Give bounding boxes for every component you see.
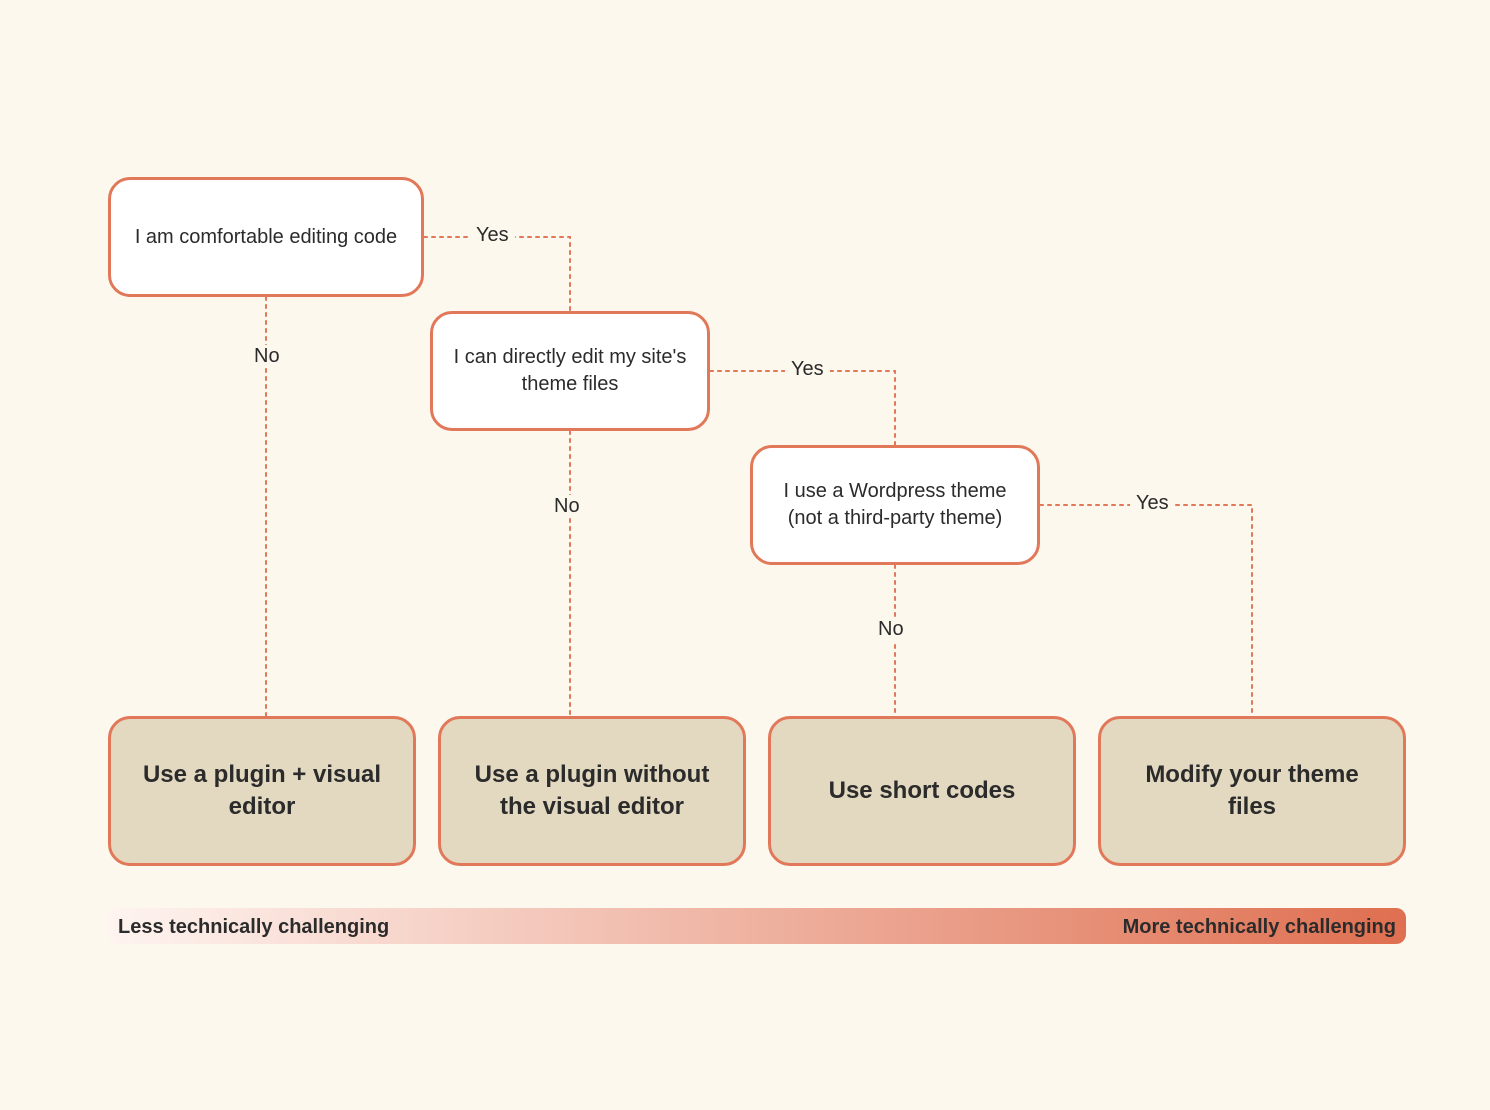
outcome-text: Use a plugin without the visual editor (459, 759, 725, 824)
outcome-node-plugin-visual: Use a plugin + visual editor (108, 716, 416, 866)
connector-line (710, 371, 895, 445)
question-node-comfortable-code: I am comfortable editing code (108, 177, 424, 297)
edge-label-yes: Yes (1130, 492, 1175, 515)
outcome-node-modify-theme: Modify your theme files (1098, 716, 1406, 866)
edge-label-yes: Yes (470, 224, 515, 247)
gradient-label-left: Less technically challenging (118, 916, 389, 939)
gradient-label-right: More technically challenging (1123, 916, 1396, 939)
outcome-text: Use short codes (829, 775, 1016, 807)
outcome-text: Modify your theme files (1119, 759, 1385, 824)
edge-label-no: No (248, 345, 286, 368)
edge-label-no: No (872, 618, 910, 641)
question-text: I can directly edit my site's theme file… (451, 344, 689, 398)
edge-label-no: No (548, 495, 586, 518)
question-node-wordpress-theme: I use a Wordpress theme (not a third-par… (750, 445, 1040, 565)
outcome-node-plugin-no-visual: Use a plugin without the visual editor (438, 716, 746, 866)
connector-line (424, 237, 570, 311)
question-text: I use a Wordpress theme (not a third-par… (771, 478, 1019, 532)
outcome-node-short-codes: Use short codes (768, 716, 1076, 866)
outcome-text: Use a plugin + visual editor (129, 759, 395, 824)
edge-label-yes: Yes (785, 358, 830, 381)
connector-line (1040, 505, 1252, 716)
question-text: I am comfortable editing code (135, 224, 397, 251)
question-node-edit-theme-files: I can directly edit my site's theme file… (430, 311, 710, 431)
flowchart-canvas: I am comfortable editing code I can dire… (0, 0, 1490, 1110)
